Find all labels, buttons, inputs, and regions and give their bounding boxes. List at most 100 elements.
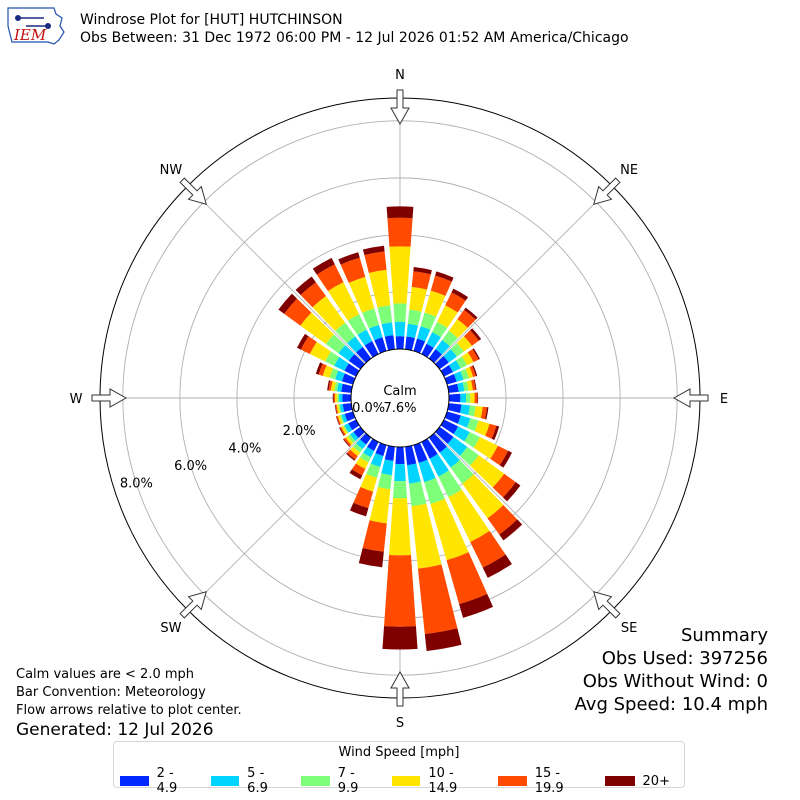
chart-subtitle: Obs Between: 31 Dec 1972 06:00 PM - 12 J… (80, 30, 629, 46)
wind-bar-segment (335, 393, 338, 403)
wind-bar-segment (457, 309, 476, 328)
wind-bar-segment (377, 473, 392, 490)
radial-tick-label: 2.0% (283, 424, 316, 439)
wind-bar-segment (435, 339, 450, 355)
wind-bar-segment (473, 379, 477, 391)
wind-bar-segment (473, 436, 498, 459)
wind-bar-segment (393, 481, 407, 499)
wind-bar-segment (420, 312, 437, 330)
wind-bar-segment (362, 308, 380, 329)
wind-bar-segment (338, 252, 360, 265)
wind-bar-segment (312, 257, 335, 275)
wind-bar-segment (453, 426, 470, 442)
wind-bar-segment (470, 328, 482, 341)
legend-swatch (391, 776, 421, 786)
wind-bar-segment (473, 405, 483, 419)
flow-arrow-icon (593, 591, 621, 619)
wind-bar-segment (457, 415, 471, 428)
legend-swatch (120, 776, 149, 786)
legend-item: 2 - 4.9 (120, 766, 197, 796)
wind-bar-segment (345, 436, 354, 445)
wind-bar-segment (344, 363, 360, 377)
compass-label: W (70, 392, 83, 407)
wind-bar-segment (435, 426, 454, 444)
wind-bar-segment (343, 425, 349, 434)
wind-bar-segment (502, 482, 521, 502)
wind-bar-segment (369, 487, 391, 524)
legend-item: 20+ (604, 766, 670, 796)
wind-bar-segment (347, 336, 363, 353)
wind-bar-segment (382, 626, 418, 650)
compass-label: S (396, 716, 404, 731)
wind-bar-segment (384, 335, 395, 351)
wind-bar-segment (448, 360, 461, 373)
legend-label: 20+ (642, 773, 670, 789)
compass-label: NW (160, 163, 183, 178)
notes-block: Calm values are < 2.0 mph Bar Convention… (16, 666, 242, 739)
wind-bar-segment (327, 380, 331, 391)
wind-bar-segment (284, 298, 312, 326)
wind-bar-segment (335, 370, 345, 382)
wind-bar-segment (394, 321, 406, 337)
wind-bar-segment (387, 217, 413, 247)
wind-bar-segment (440, 365, 454, 377)
bar-convention-note: Bar Convention: Meteorology (16, 685, 206, 700)
wind-bar-segment (328, 380, 333, 391)
wind-bar-segment (295, 276, 316, 296)
wind-bar-segment (348, 354, 365, 370)
wind-bar-segment (472, 348, 480, 360)
grid-spoke (187, 185, 366, 364)
summary-block: Summary Obs Used: 397256 Obs Without Win… (575, 624, 768, 716)
wind-bar-segment (341, 425, 348, 435)
wind-bar-segment (430, 498, 469, 561)
wind-bar-segment (389, 498, 411, 556)
wind-bar-segment (389, 246, 411, 304)
legend: Wind Speed [mph] 2 - 4.9 5 - 6.9 7 - 9.9… (113, 741, 685, 796)
flow-arrow-icon (91, 388, 128, 408)
wind-bar-segment (451, 288, 469, 301)
wind-bar-segment (406, 323, 419, 339)
wind-bar-segment (312, 296, 346, 331)
wind-bar-segment (278, 293, 298, 314)
wind-bar-segment (426, 332, 441, 348)
legend-swatch (301, 776, 330, 786)
wind-bar-segment (374, 337, 387, 354)
wind-bar-segment (428, 433, 447, 453)
compass-label: NE (620, 163, 638, 178)
calm-value: 7.6% (383, 401, 416, 416)
wind-bar-segment (300, 282, 326, 308)
wind-bar-segment (339, 426, 346, 436)
wind-bar-segment (424, 628, 462, 651)
flow-arrow-icon (179, 591, 207, 619)
flow-arrow-icon (179, 177, 207, 205)
wind-bar-segment (466, 418, 479, 432)
wind-bar-segment (447, 436, 468, 456)
radial-tick-label: 4.0% (228, 441, 261, 456)
wind-bar-segment (318, 363, 327, 376)
wind-bar-segment (411, 503, 442, 569)
legend-swatch (210, 776, 240, 786)
compass-label: E (720, 392, 728, 407)
wind-bar-segment (408, 481, 427, 507)
avg-speed: Avg Speed: 10.4 mph (574, 694, 768, 715)
wind-bar-segment (334, 357, 349, 371)
wind-bar-segment (334, 382, 339, 392)
wind-bar-segment (355, 457, 369, 469)
wind-bar-segment (335, 404, 339, 414)
wind-bar-segment (336, 415, 341, 425)
wind-bar-segment (446, 552, 488, 605)
wind-bar-segment (456, 336, 472, 352)
wind-bar-segment (386, 206, 414, 219)
radial-tick-label: 0.0% (352, 401, 385, 416)
wind-bar-segment (341, 413, 348, 423)
wind-bar-segment (455, 356, 468, 369)
wind-bar-segment (485, 423, 497, 439)
wind-bar-segment (335, 322, 356, 344)
wind-bar-segment (435, 356, 449, 370)
wind-bar-segment (462, 381, 469, 392)
wind-bar-segment (450, 459, 474, 484)
wind-bar-segment (384, 555, 416, 627)
wind-bar-segment (342, 393, 352, 403)
wind-bar-segment (325, 334, 346, 354)
